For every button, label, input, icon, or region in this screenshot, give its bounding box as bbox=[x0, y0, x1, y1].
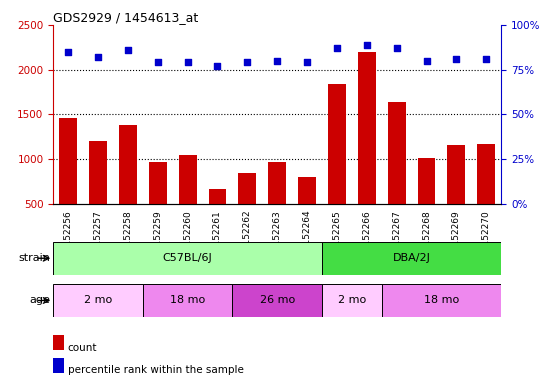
Bar bbox=[328, 84, 346, 248]
Bar bbox=[53, 335, 64, 350]
Text: 26 mo: 26 mo bbox=[260, 295, 295, 306]
Text: 18 mo: 18 mo bbox=[170, 295, 205, 306]
Text: 2 mo: 2 mo bbox=[338, 295, 366, 306]
Point bbox=[64, 49, 73, 55]
Text: 2 mo: 2 mo bbox=[84, 295, 112, 306]
Bar bbox=[382, 284, 501, 317]
Point bbox=[123, 47, 132, 53]
Bar bbox=[298, 177, 316, 248]
Bar bbox=[119, 125, 137, 248]
Bar bbox=[232, 284, 322, 317]
Bar bbox=[53, 358, 64, 372]
Bar bbox=[59, 118, 77, 248]
Point bbox=[482, 56, 491, 62]
Bar bbox=[179, 155, 197, 248]
Text: count: count bbox=[68, 343, 97, 353]
Bar bbox=[268, 162, 286, 248]
Text: 18 mo: 18 mo bbox=[424, 295, 459, 306]
Bar bbox=[53, 242, 322, 275]
Bar bbox=[53, 284, 143, 317]
Point bbox=[183, 60, 192, 66]
Bar bbox=[322, 242, 501, 275]
Text: age: age bbox=[30, 295, 50, 306]
Bar bbox=[149, 162, 167, 248]
Point bbox=[392, 45, 401, 51]
Bar bbox=[477, 144, 495, 248]
Point bbox=[302, 60, 311, 66]
Bar bbox=[447, 146, 465, 248]
Point bbox=[362, 41, 371, 48]
Point bbox=[452, 56, 461, 62]
Text: C57BL/6J: C57BL/6J bbox=[163, 253, 212, 263]
Bar bbox=[89, 141, 107, 248]
Point bbox=[333, 45, 342, 51]
Bar bbox=[239, 173, 256, 248]
Bar bbox=[388, 102, 405, 248]
Point bbox=[422, 58, 431, 64]
Bar bbox=[358, 52, 376, 248]
Text: strain: strain bbox=[18, 253, 50, 263]
Text: DBA/2J: DBA/2J bbox=[393, 253, 431, 263]
Bar bbox=[208, 189, 226, 248]
Point bbox=[243, 60, 252, 66]
Bar bbox=[418, 158, 436, 248]
Text: percentile rank within the sample: percentile rank within the sample bbox=[68, 365, 244, 375]
Text: GDS2929 / 1454613_at: GDS2929 / 1454613_at bbox=[53, 11, 198, 24]
Point bbox=[94, 54, 102, 60]
Bar bbox=[143, 284, 232, 317]
Point bbox=[273, 58, 282, 64]
Point bbox=[153, 60, 162, 66]
Bar bbox=[322, 284, 382, 317]
Point bbox=[213, 63, 222, 69]
